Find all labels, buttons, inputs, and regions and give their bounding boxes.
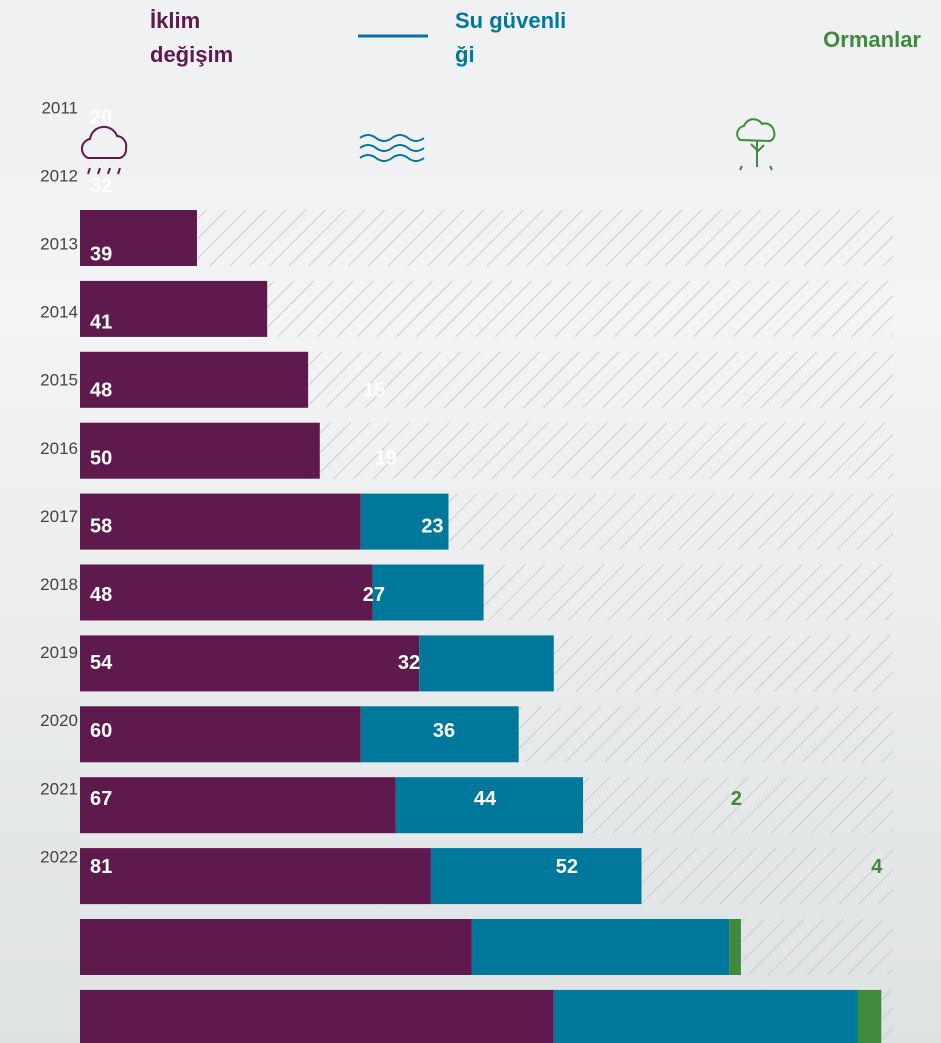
bar-remainder — [308, 352, 893, 408]
bar-segment — [431, 848, 642, 904]
value-label: 32 — [398, 652, 420, 674]
value-label: 44 — [474, 788, 497, 810]
value-label: 20 — [90, 107, 112, 129]
y-tick-label: 2018 — [40, 575, 78, 594]
legend-entry: İklim değişim — [150, 4, 280, 72]
value-label: 15 — [363, 379, 385, 401]
value-label: 32 — [90, 175, 112, 197]
bar-segment — [419, 635, 554, 691]
bar-remainder — [197, 210, 893, 266]
page: 2011 20 2012 32 2013 39 2014 41 2015 48 15 2016 50 19… — [0, 0, 941, 1043]
bar-segment — [80, 777, 396, 833]
y-tick-label: 2015 — [40, 371, 78, 390]
bar-segment — [80, 919, 472, 975]
bar-segment — [472, 919, 729, 975]
bar-remainder — [554, 635, 893, 691]
value-label: 39 — [90, 243, 112, 265]
bar-segment — [80, 494, 361, 550]
y-tick-label: 2020 — [40, 711, 78, 730]
bar-remainder — [484, 565, 893, 621]
bar-remainder — [741, 919, 893, 975]
bar-remainder — [881, 990, 893, 1043]
value-label: 27 — [363, 584, 385, 606]
bar-segment — [80, 635, 419, 691]
y-tick-label: 2013 — [40, 234, 78, 253]
value-label: 48 — [90, 379, 112, 401]
value-label: 54 — [90, 652, 113, 674]
value-label: 23 — [421, 516, 443, 538]
bar-segment — [80, 423, 320, 479]
bar-remainder — [641, 848, 893, 904]
y-tick-label: 2017 — [40, 507, 78, 526]
value-label: 60 — [90, 720, 112, 742]
bar-segment — [80, 706, 361, 762]
y-tick-label: 2012 — [40, 166, 78, 185]
y-tick-label: 2016 — [40, 439, 78, 458]
value-label: 48 — [90, 584, 112, 606]
bar-segment — [858, 990, 881, 1043]
bar-segment — [554, 990, 858, 1043]
value-label: 50 — [90, 448, 112, 470]
bar-remainder — [320, 423, 893, 479]
bar-segment — [372, 565, 483, 621]
value-label: 58 — [90, 516, 112, 538]
value-label: 41 — [90, 311, 112, 333]
y-tick-label: 2021 — [40, 779, 78, 798]
legend-entry: Ormanlar — [823, 23, 921, 57]
value-label: 19 — [374, 448, 396, 470]
y-tick-label: 2019 — [40, 643, 78, 662]
y-tick-label: 2011 — [41, 98, 78, 117]
bar-segment — [729, 919, 741, 975]
value-label: 81 — [90, 856, 112, 878]
value-label: 4 — [871, 856, 883, 878]
bar-remainder — [448, 494, 893, 550]
bar-segment — [80, 565, 372, 621]
value-label: 36 — [433, 720, 455, 742]
bar-segment — [80, 848, 431, 904]
chart: 2011 20 2012 32 2013 39 2014 41 2015 48 15 2016 50 19… — [0, 0, 941, 1043]
value-label: 67 — [90, 788, 112, 810]
y-tick-label: 2022 — [40, 847, 78, 866]
bar-segment — [80, 352, 308, 408]
bar-segment — [80, 990, 554, 1043]
legend-entry: Su güvenliği — [455, 4, 567, 72]
value-label: 52 — [556, 856, 578, 878]
value-label: 2 — [731, 788, 742, 810]
bar-remainder — [519, 706, 893, 762]
y-tick-label: 2014 — [40, 303, 78, 322]
bar-remainder — [267, 281, 893, 337]
